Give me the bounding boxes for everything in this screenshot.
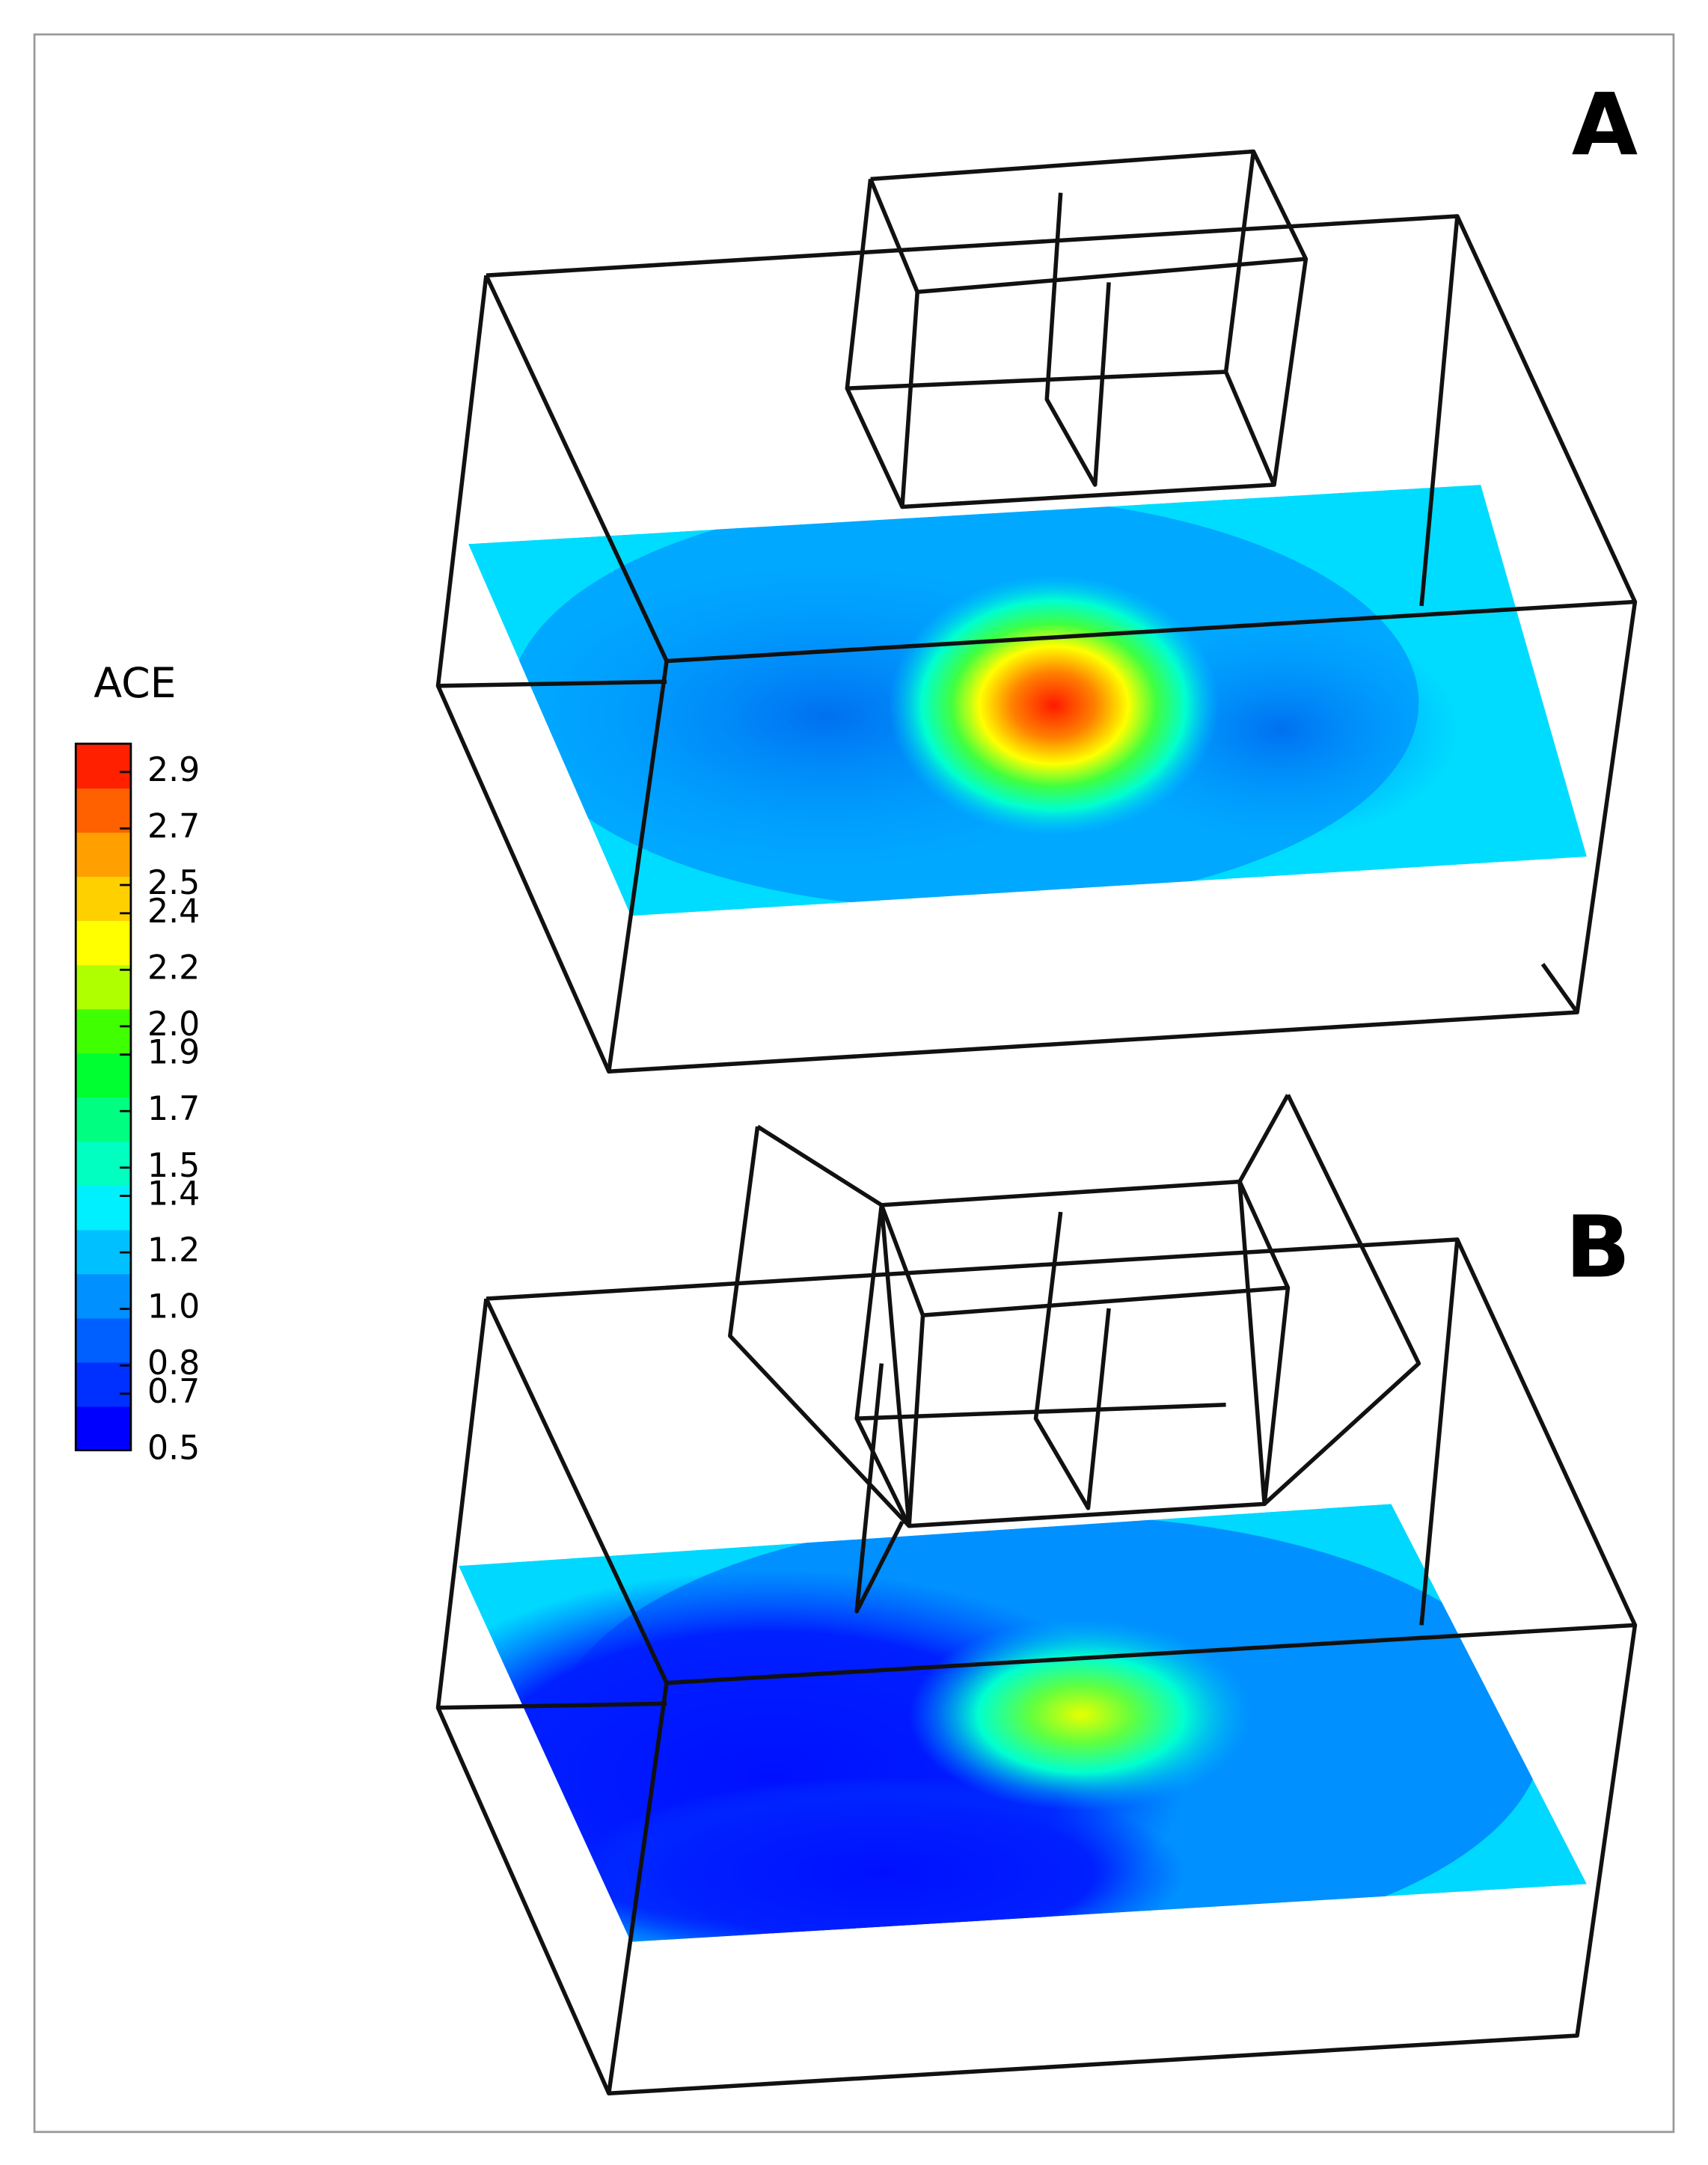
tick-label: 2.0 (147, 1005, 200, 1044)
tick-label: 2.7 (147, 807, 200, 845)
colorbar-band (76, 1097, 131, 1142)
colorbar: 0.5 0.70.8 1.0 1.2 1.41.5 1.7 1.92.0 2.2 2.42.5 2… (74, 742, 200, 1468)
contour-plane (459, 1504, 1587, 1942)
colorbar-band (76, 1406, 131, 1451)
tick-label: 1.2 (147, 1231, 200, 1270)
contour-plane (468, 485, 1587, 916)
panel-label: A (1572, 75, 1638, 174)
tick-label: 1.0 (147, 1288, 200, 1326)
tick-label: 0.5 (147, 1430, 200, 1468)
colorbar-band (76, 1141, 131, 1186)
tick-label: 1.9 (147, 1034, 200, 1072)
colorbar-band (76, 964, 131, 1010)
panel-label: B (1565, 1198, 1630, 1297)
colorbar-band (76, 1273, 131, 1319)
colorbar-title: ACE (94, 660, 176, 708)
tick-label: 2.2 (147, 949, 200, 987)
tick-label: 2.4 (147, 892, 200, 931)
colorbar-band (76, 920, 131, 966)
tick-label: 2.9 (147, 751, 200, 789)
panel-a (435, 149, 1638, 1074)
tick-label: 0.7 (147, 1373, 200, 1411)
colorbar-band (76, 1185, 131, 1231)
tick-label: 1.7 (147, 1090, 200, 1128)
colorbar-band (76, 1008, 131, 1054)
panel-b (435, 1094, 1638, 2096)
colorbar-band (76, 744, 131, 789)
colorbar-band (76, 788, 131, 833)
tick-label: 1.5 (147, 1147, 200, 1185)
colorbar-band (76, 1053, 131, 1098)
tick-label: 0.8 (147, 1344, 200, 1382)
colorbar-border (74, 742, 132, 1451)
tick-label: 2.5 (147, 864, 200, 902)
colorbar-band (76, 1317, 131, 1363)
colorbar-band (76, 1362, 131, 1407)
colorbar-band (76, 832, 131, 878)
tick-label: 1.4 (147, 1175, 200, 1213)
frame (33, 33, 1675, 2134)
